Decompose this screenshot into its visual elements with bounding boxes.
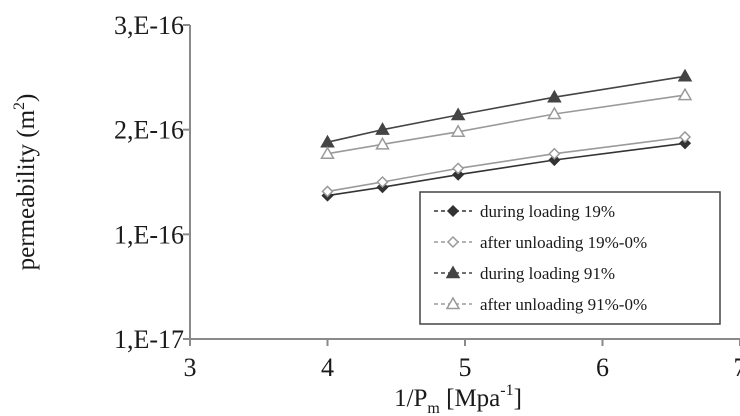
legend-label: during loading 19% xyxy=(480,202,615,221)
data-point xyxy=(450,107,466,121)
series xyxy=(320,68,693,148)
data-point xyxy=(375,122,390,135)
y-tick-label: 2,E-16 xyxy=(114,116,184,145)
data-point xyxy=(547,89,562,103)
data-point xyxy=(547,106,562,120)
data-point xyxy=(321,185,334,198)
legend-item: during loading 91% xyxy=(434,264,615,283)
plot-area xyxy=(320,68,693,202)
legend-label: after unloading 91%-0% xyxy=(480,295,647,314)
data-point xyxy=(445,296,461,310)
x-tick-label: 5 xyxy=(459,353,472,382)
data-point xyxy=(678,130,692,144)
data-point xyxy=(677,87,693,101)
y-tick-label: 1,E-17 xyxy=(114,325,184,354)
y-axis-title: permeability (m2) xyxy=(11,94,40,271)
y-tick-labels: 1,E-17 1,E-16 2,E-16 3,E-16 xyxy=(114,11,184,354)
data-point xyxy=(678,137,692,150)
legend-box xyxy=(419,191,721,325)
axes xyxy=(183,24,740,346)
series xyxy=(320,87,693,159)
legend-label: after unloading 19%-0% xyxy=(480,233,647,252)
legend-item: after unloading 91%-0% xyxy=(434,295,647,314)
data-point xyxy=(548,153,561,167)
legend-item: after unloading 19%-0% xyxy=(434,233,647,252)
x-axis-title: 1/Pm [Mpa-1] xyxy=(394,382,522,416)
data-point xyxy=(320,146,335,159)
data-point xyxy=(452,168,465,181)
data-point xyxy=(446,235,460,249)
legend-item: during loading 19% xyxy=(434,202,615,221)
x-tick-labels: 3 4 5 6 7 xyxy=(184,353,740,382)
legend-label: during loading 91% xyxy=(480,264,615,283)
series xyxy=(321,130,692,198)
data-point xyxy=(445,265,461,279)
y-tick-label: 3,E-16 xyxy=(114,11,184,40)
y-tick-label: 1,E-16 xyxy=(114,220,184,249)
x-tick-label: 3 xyxy=(184,353,197,382)
data-point xyxy=(375,136,390,150)
x-tick-label: 7 xyxy=(734,353,740,382)
data-point xyxy=(376,175,389,189)
legend: during loading 19% after unloading 19%-0%… xyxy=(419,191,721,325)
data-point xyxy=(452,162,465,175)
data-point xyxy=(446,204,460,218)
data-point xyxy=(677,68,693,82)
x-tick-label: 4 xyxy=(321,353,334,382)
data-point xyxy=(450,124,466,138)
data-point xyxy=(548,147,561,160)
x-tick-label: 6 xyxy=(596,353,609,382)
